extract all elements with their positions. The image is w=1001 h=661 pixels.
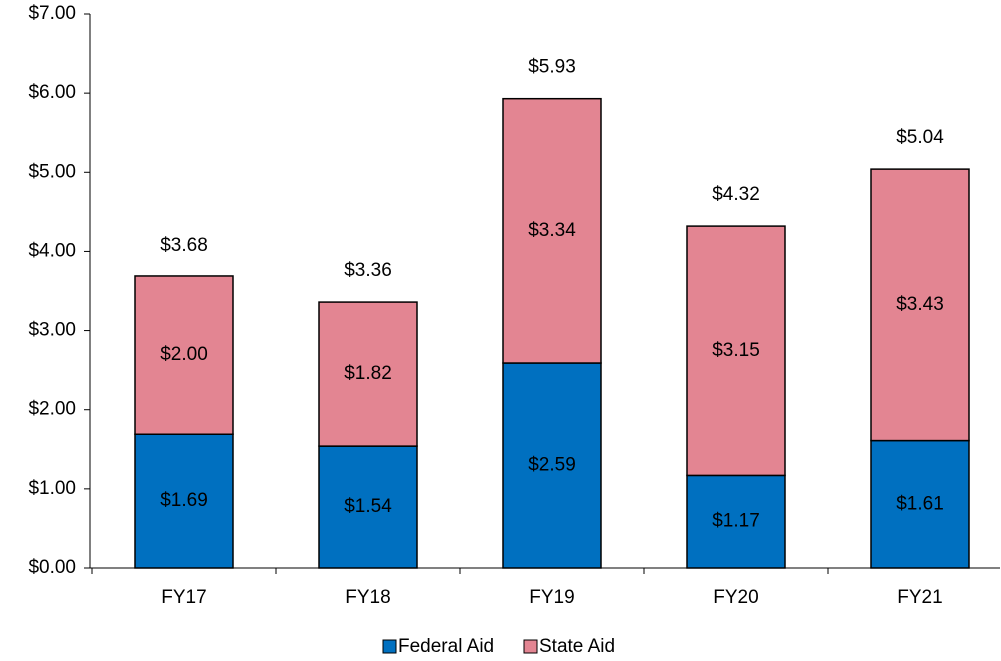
x-tick-label: FY20: [713, 587, 758, 608]
x-tick-label: FY21: [897, 587, 942, 608]
bar-segment: [134, 433, 234, 569]
total-label: $4.32: [712, 184, 760, 205]
total-label: $5.93: [528, 57, 576, 78]
y-tick-label: $3.00: [28, 320, 76, 341]
y-tick-label: $0.00: [28, 557, 76, 578]
y-tick-label: $4.00: [28, 240, 76, 261]
bar-segment: [686, 474, 786, 569]
data-label: $1.69: [160, 490, 208, 511]
y-tick-label: $5.00: [28, 161, 76, 182]
legend-swatch: [523, 639, 538, 654]
data-label: $3.15: [712, 340, 760, 361]
data-label: $2.59: [528, 455, 576, 476]
legend-label: State Aid: [539, 636, 615, 657]
data-label: $1.82: [344, 363, 392, 384]
total-label: $3.36: [344, 260, 392, 281]
x-tick-label: FY19: [529, 587, 574, 608]
data-label: $3.43: [896, 294, 944, 315]
data-label: $1.61: [896, 493, 944, 514]
y-tick-label: $2.00: [28, 399, 76, 420]
total-label: $5.04: [896, 127, 944, 148]
y-tick-label: $1.00: [28, 478, 76, 499]
y-tick-label: $6.00: [28, 82, 76, 103]
data-label: $2.00: [160, 344, 208, 365]
data-label: $3.34: [528, 220, 576, 241]
total-label: $3.68: [160, 235, 208, 256]
bar-segment: [502, 362, 602, 569]
legend-swatch: [382, 639, 397, 654]
y-tick-label: $7.00: [28, 3, 76, 24]
x-tick-label: FY18: [345, 587, 390, 608]
data-label: $1.54: [344, 496, 392, 517]
x-tick-label: FY17: [161, 587, 206, 608]
data-label: $1.17: [712, 511, 760, 532]
bar-segment: [318, 301, 418, 447]
bar-segment: [134, 275, 234, 435]
bar-segment: [502, 97, 602, 364]
bar-segment: [870, 439, 970, 569]
bar-segment: [870, 168, 970, 442]
legend-label: Federal Aid: [398, 636, 494, 657]
bar-segment: [686, 225, 786, 477]
